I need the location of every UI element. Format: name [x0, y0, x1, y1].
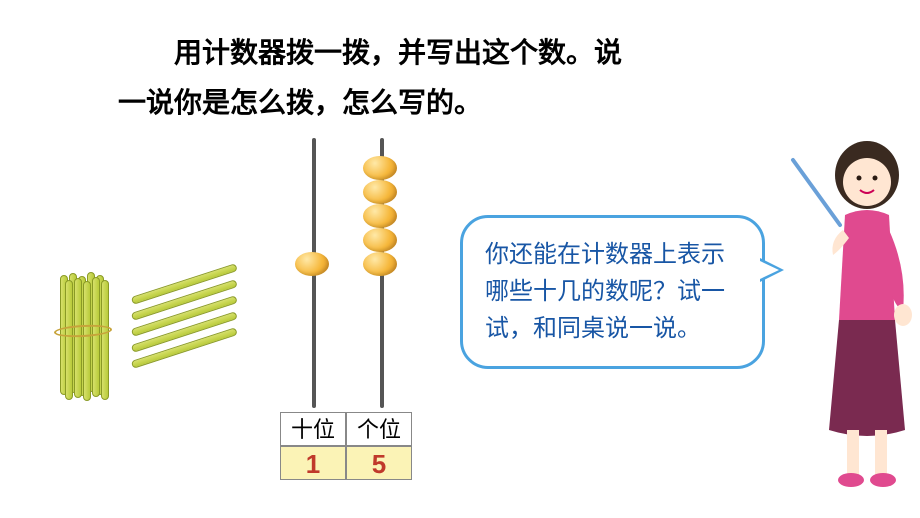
- ones-label: 个位: [346, 412, 412, 446]
- ones-bead: [363, 204, 397, 228]
- ones-bead: [363, 228, 397, 252]
- teacher-skirt: [829, 320, 905, 436]
- tens-bead: [295, 252, 329, 276]
- instruction-line-2: 一说你是怎么拨，怎么写的。: [118, 78, 758, 128]
- instruction-text: 用计数器拨一拨，并写出这个数。说 一说你是怎么拨，怎么写的。: [118, 28, 758, 129]
- loose-sticks-five: [132, 275, 252, 375]
- instruction-line-1: 用计数器拨一拨，并写出这个数。说: [118, 28, 758, 78]
- ones-bead: [363, 252, 397, 276]
- counting-frame: 十位个位 15: [280, 100, 420, 480]
- speech-text: 你还能在计数器上表示哪些十几的数呢？试一试，和同桌说一说。: [485, 241, 725, 342]
- ones-bead: [363, 180, 397, 204]
- speech-bubble: 你还能在计数器上表示哪些十几的数呢？试一试，和同桌说一说。: [460, 215, 765, 369]
- ones-value: 5: [346, 446, 412, 480]
- counting-sticks: [60, 270, 252, 400]
- tens-value: 1: [280, 446, 346, 480]
- place-value-table: 十位个位 15: [280, 412, 420, 480]
- teacher-illustration: [785, 120, 920, 490]
- pointer-icon: [793, 160, 840, 225]
- ones-bead: [363, 156, 397, 180]
- teacher-face: [843, 158, 891, 206]
- speech-tail: [760, 258, 784, 282]
- stick-bundle-ten: [60, 270, 120, 400]
- teacher-hand: [894, 304, 912, 326]
- tens-label: 十位: [280, 412, 346, 446]
